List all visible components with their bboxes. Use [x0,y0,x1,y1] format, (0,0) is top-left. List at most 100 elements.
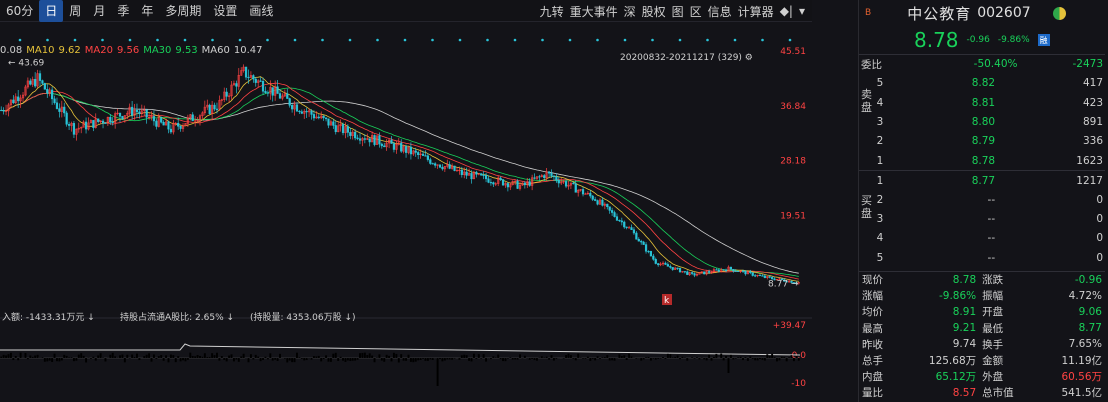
candle-body [259,80,262,82]
candle-body [341,124,345,134]
candle-body [790,280,793,283]
buy-level-5[interactable]: 5 -- 0 [859,248,1105,267]
candle-body [482,174,485,177]
period-week[interactable]: 周 [69,3,82,18]
indicator-bar [184,358,187,362]
candle-body [487,178,490,183]
indicator-bar [300,358,303,359]
indicator-axis-label: +39.47 [773,321,806,331]
candle-body [678,267,682,273]
candle-body [584,193,587,195]
kline-svg[interactable]: 45.51 36.84 28.18 19.51 ← 43.69 8.77 → 2020083… [0,22,819,402]
candle-body [257,80,260,83]
indicator-bar [363,352,366,358]
buy-level-1[interactable]: 1 8.77 1217 [859,171,1105,190]
indicator-bar [7,354,10,358]
calculator-button[interactable]: 计算器 [737,4,774,19]
sell-price: 8.82 [971,77,996,90]
event-dot [761,38,764,42]
indicator-bar [194,356,197,358]
candle-body [324,117,328,120]
candle-body [465,171,468,176]
dropdown-icon[interactable]: ▾ [798,4,805,18]
indicator-bar [652,358,655,359]
ma30-value: 9.53 [175,45,198,56]
kline-chart[interactable]: 45.51 36.84 28.18 19.51 ← 43.69 8.77 → 2020083… [0,22,819,402]
ma10-line [1,76,799,282]
sell-level-3[interactable]: 3 8.80 891 [859,112,1105,131]
draw-line-button[interactable]: 画线 [249,3,274,18]
indicator-bar [240,356,243,358]
chart-button[interactable]: 图 [671,4,684,19]
candle-body [550,172,553,177]
candle-body [756,274,759,277]
candle-body [434,163,437,166]
event-dot [541,38,544,42]
holding-amount: (持股量: 4353.06万股 ↓) [250,311,356,323]
period-year[interactable]: 年 [141,3,154,18]
candle-body [126,112,129,116]
sell-level-1[interactable]: 1 8.78 1623 [859,151,1105,170]
candle-body [94,118,97,128]
buy-level-4[interactable]: 4 -- 0 [859,229,1105,248]
sell-level-4[interactable]: 4 8.81 423 [859,93,1105,112]
indicator-bar [531,358,534,359]
stat-value: 541.5亿 [1061,387,1102,400]
candle-body [344,126,347,134]
nine-turn-button[interactable]: 九转 [539,4,564,19]
period-60min[interactable]: 60分 [6,3,34,18]
indicator-bar [596,356,599,358]
candle-body [240,70,243,76]
indicator-bar [51,358,54,362]
stat-value: 8.78 [952,273,977,286]
indicator-bar [463,354,466,358]
sell-level-2[interactable]: 2 8.79 336 [859,132,1105,151]
candle-body [235,83,238,87]
webi-row: 委比 -50.40% -2473 [859,54,1105,74]
settings-button[interactable]: 设置 [213,3,238,18]
indicator-bar [257,356,260,358]
candle-body [143,109,146,112]
candle-body [179,126,182,129]
indicator-bar [80,353,83,358]
indicator-bar [548,358,551,360]
depth-button[interactable]: 深 [623,4,636,19]
major-events-button[interactable]: 重大事件 [569,4,618,19]
webi-diff: -2473 [1072,58,1103,71]
indicator-bar [696,357,698,358]
indicator-bar [182,358,184,361]
status-icon[interactable] [1052,6,1066,20]
stats-row: 涨幅 -9.86% 振幅 4.72% [859,288,1105,304]
pin-button[interactable]: ◆| [779,4,793,18]
sell-level-5[interactable]: 5 8.82 417 [859,74,1105,93]
indicator-bar [591,358,594,359]
candle-body [320,115,323,119]
info-button[interactable]: 信息 [707,4,732,19]
candle-body [540,175,543,177]
range-button[interactable]: 区 [689,4,702,19]
indicator-bar [354,358,357,361]
capital-text: 入额: -1433.31万元 ↓ [2,311,95,323]
candle-body [501,179,505,186]
indicator-bar [647,356,650,358]
indicator-bar [482,354,485,358]
candle-body [509,184,512,188]
period-quarter[interactable]: 季 [117,3,130,18]
indicator-bar [121,354,124,358]
period-month[interactable]: 月 [93,3,106,18]
indicator-bar [727,358,730,373]
stat-value: 7.65% [1068,338,1102,351]
buy-level-3[interactable]: 3 -- 0 [859,209,1105,228]
stat-label: 均价 [862,306,883,319]
equity-button[interactable]: 股权 [641,4,666,19]
candle-body [436,164,439,166]
buy-level-2[interactable]: 2 -- 0 [859,190,1105,209]
indicator-bar [759,358,761,359]
candle-body [247,76,250,79]
multi-period-button[interactable]: 多周期 [165,3,202,18]
indicator-bar [795,355,798,358]
candle-body [611,210,614,213]
period-day[interactable]: 日 [39,0,64,22]
candle-body [775,279,779,281]
indicator-bar [693,358,696,359]
